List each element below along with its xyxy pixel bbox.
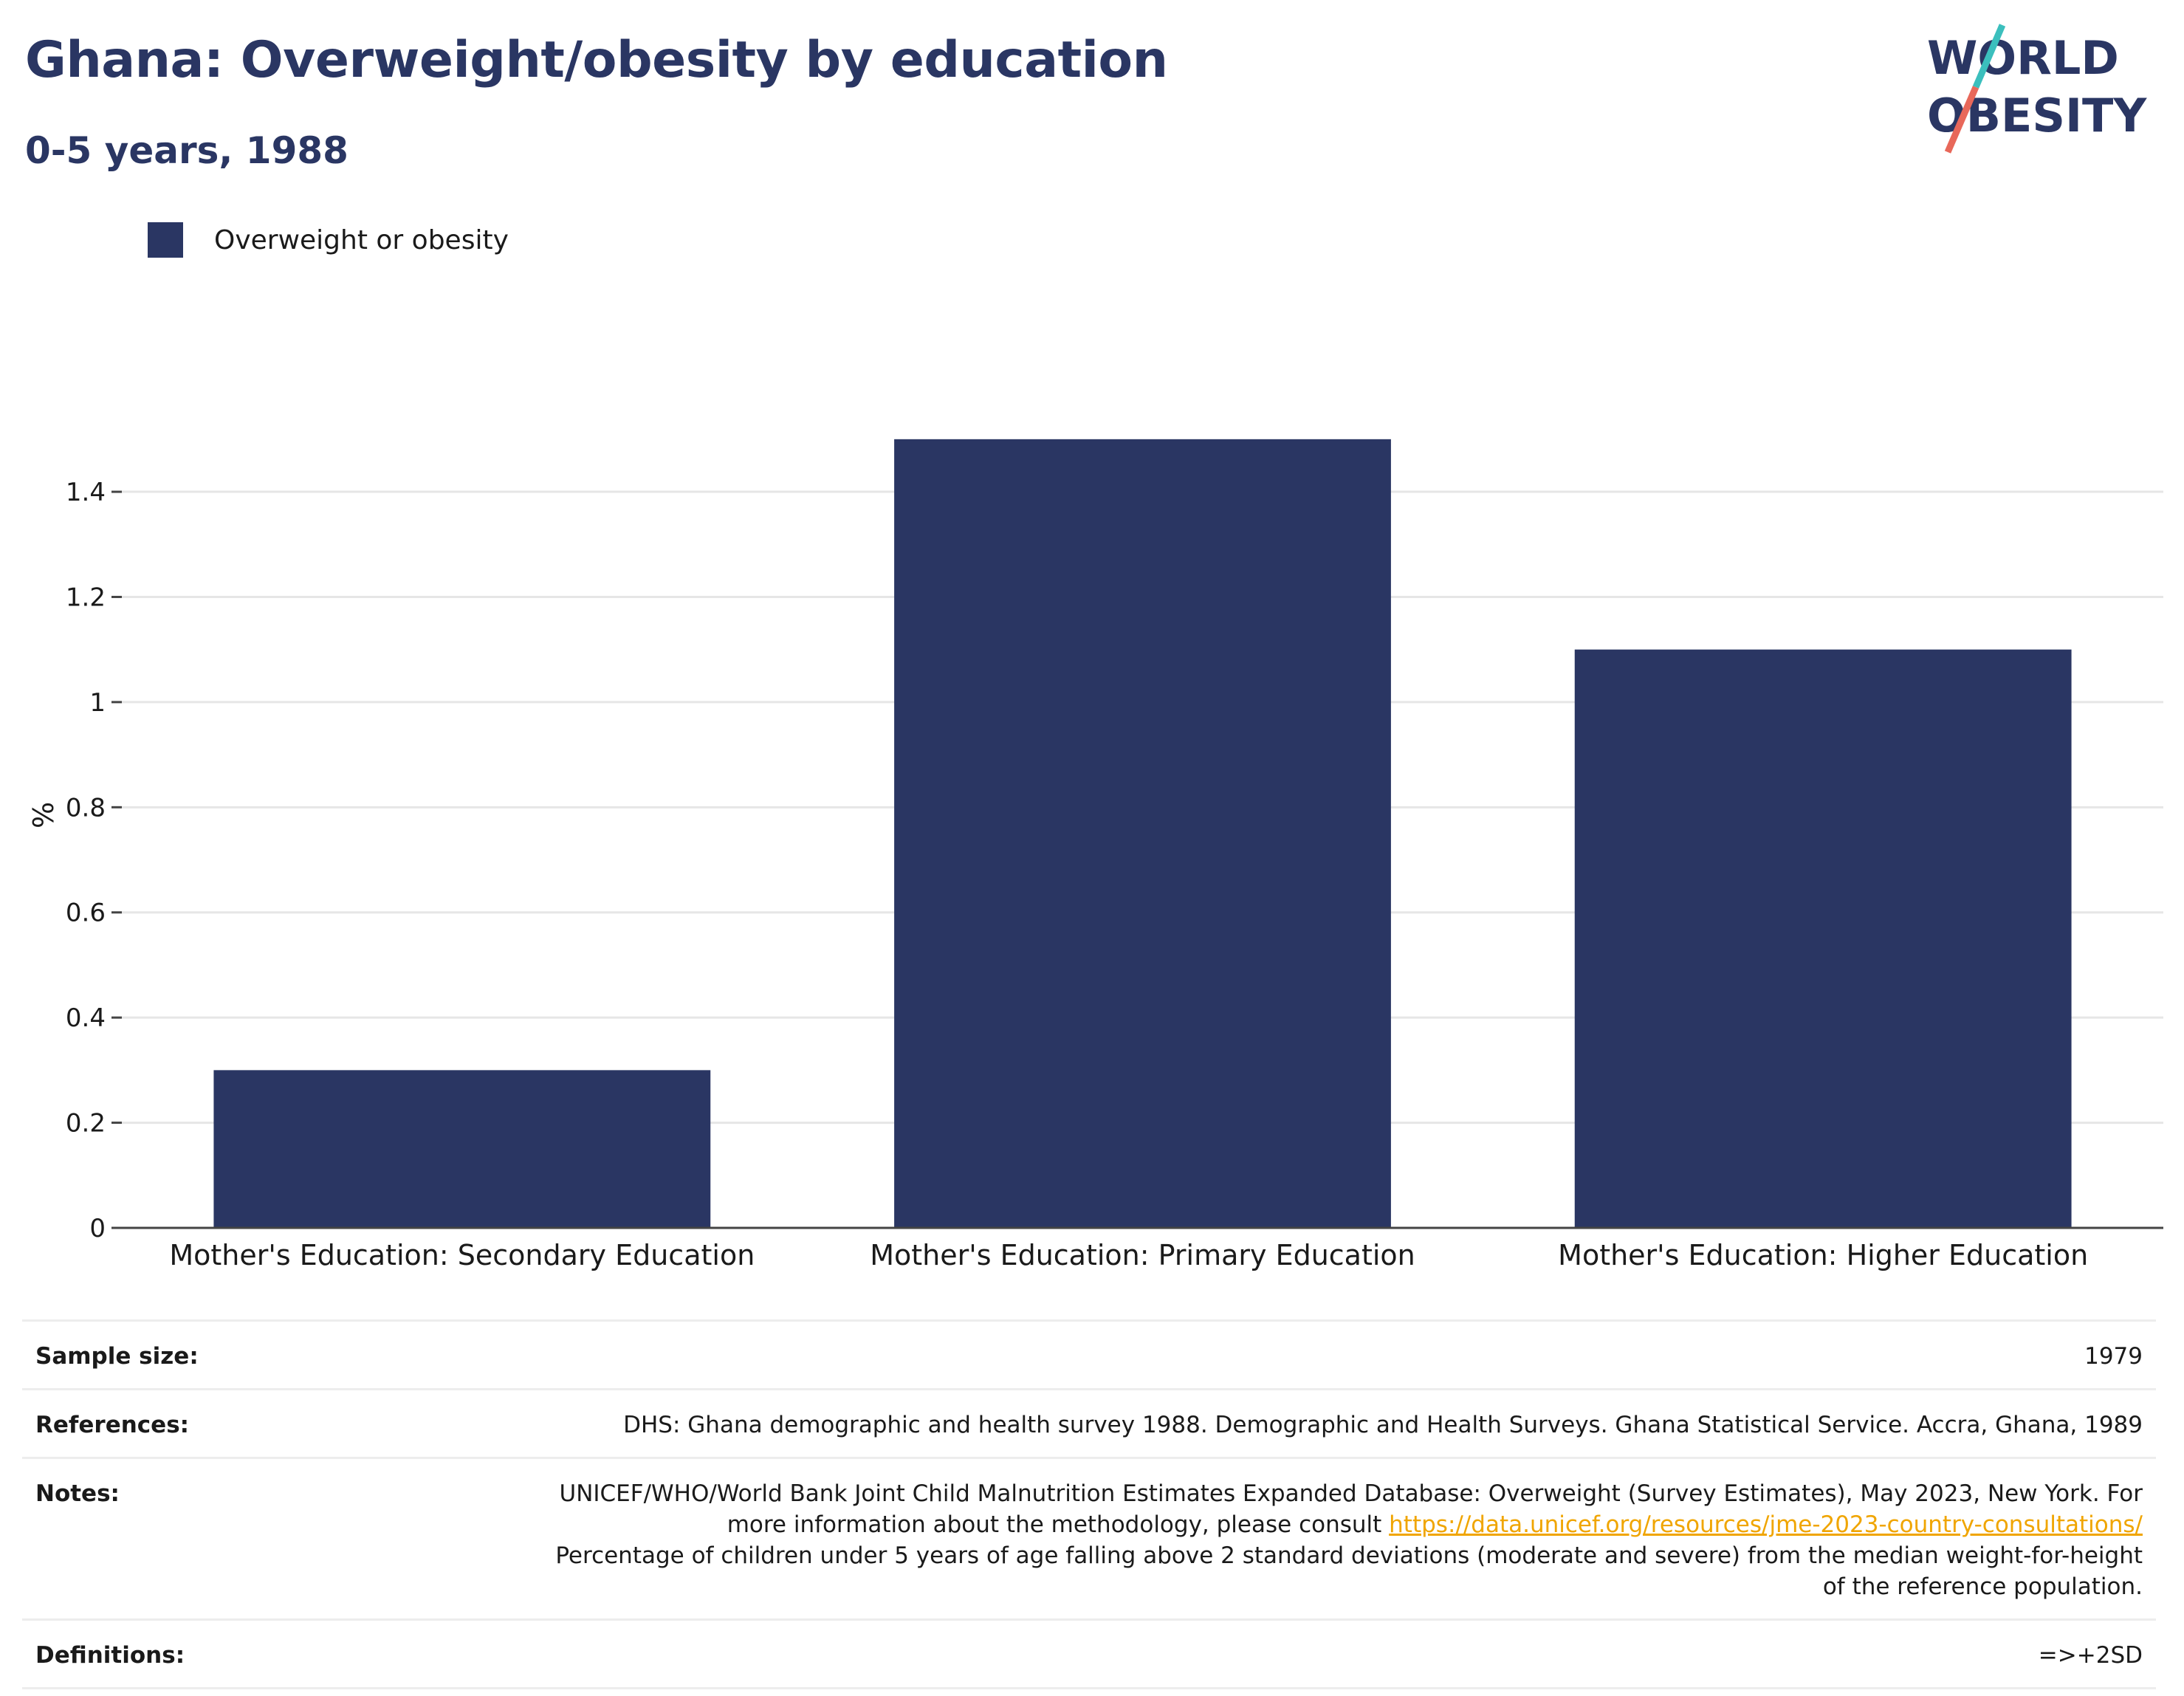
legend-label: Overweight or obesity <box>214 224 509 255</box>
y-tick-label: 1.2 <box>66 583 106 612</box>
y-tick-label: 0.6 <box>66 899 106 928</box>
legend-swatch <box>148 222 183 258</box>
info-table: Sample size: 1979 References: DHS: Ghana… <box>22 1319 2156 1689</box>
bar <box>213 1070 711 1228</box>
info-row-sample-size: Sample size: 1979 <box>22 1319 2156 1388</box>
references-value: DHS: Ghana demographic and health survey… <box>623 1412 2143 1438</box>
bar <box>894 439 1391 1228</box>
y-tick-label: 0.2 <box>66 1109 106 1139</box>
definitions-value: =>+2SD <box>2038 1642 2143 1669</box>
y-tick-label: 0.4 <box>66 1003 106 1033</box>
info-row-definitions: Definitions: =>+2SD <box>22 1618 2156 1689</box>
world-obesity-logo: WORLD OBESITY <box>1927 24 2147 154</box>
y-tick-label: 1 <box>89 688 106 718</box>
bar <box>1574 649 2072 1228</box>
sample-size-label: Sample size: <box>35 1343 199 1370</box>
y-tick-label: 1.4 <box>66 478 106 507</box>
notes-text-2: Percentage of children under 5 years of … <box>555 1542 2143 1600</box>
notes-link[interactable]: https://data.unicef.org/resources/jme-20… <box>1389 1511 2143 1538</box>
logo-slash-bottom <box>1944 86 1979 154</box>
notes-value: UNICEF/WHO/World Bank Joint Child Malnut… <box>555 1478 2143 1602</box>
sample-size-value: 1979 <box>2084 1343 2143 1370</box>
logo-text-line1: WORLD <box>1927 31 2119 85</box>
definitions-label: Definitions: <box>35 1642 185 1669</box>
bar-chart: 0 0.2 0.4 0.6 0.8 1 1.2 1.4% Mother's Education:… <box>27 439 2163 1271</box>
logo-slash-top <box>1972 24 2006 89</box>
x-tick-label: Mother's Education: Higher Education <box>1558 1239 2088 1271</box>
y-tick-label: 0.8 <box>66 793 106 823</box>
info-row-references: References: DHS: Ghana demographic and h… <box>22 1388 2156 1457</box>
info-row-notes: Notes: UNICEF/WHO/World Bank Joint Child… <box>22 1457 2156 1618</box>
references-label: References: <box>35 1412 190 1438</box>
chart-subtitle: 0-5 years, 1988 <box>25 129 348 172</box>
notes-label: Notes: <box>35 1480 120 1507</box>
y-axis-label: % <box>27 802 60 828</box>
chart-title: Ghana: Overweight/obesity by education <box>25 31 1168 89</box>
x-tick-label: Mother's Education: Primary Education <box>870 1239 1415 1271</box>
chart-legend[interactable]: Overweight or obesity <box>148 222 509 258</box>
x-tick-label: Mother's Education: Secondary Education <box>169 1239 755 1271</box>
y-tick-label: 0 <box>89 1214 106 1243</box>
notes-text-1: UNICEF/WHO/World Bank Joint Child Malnut… <box>559 1480 2143 1538</box>
